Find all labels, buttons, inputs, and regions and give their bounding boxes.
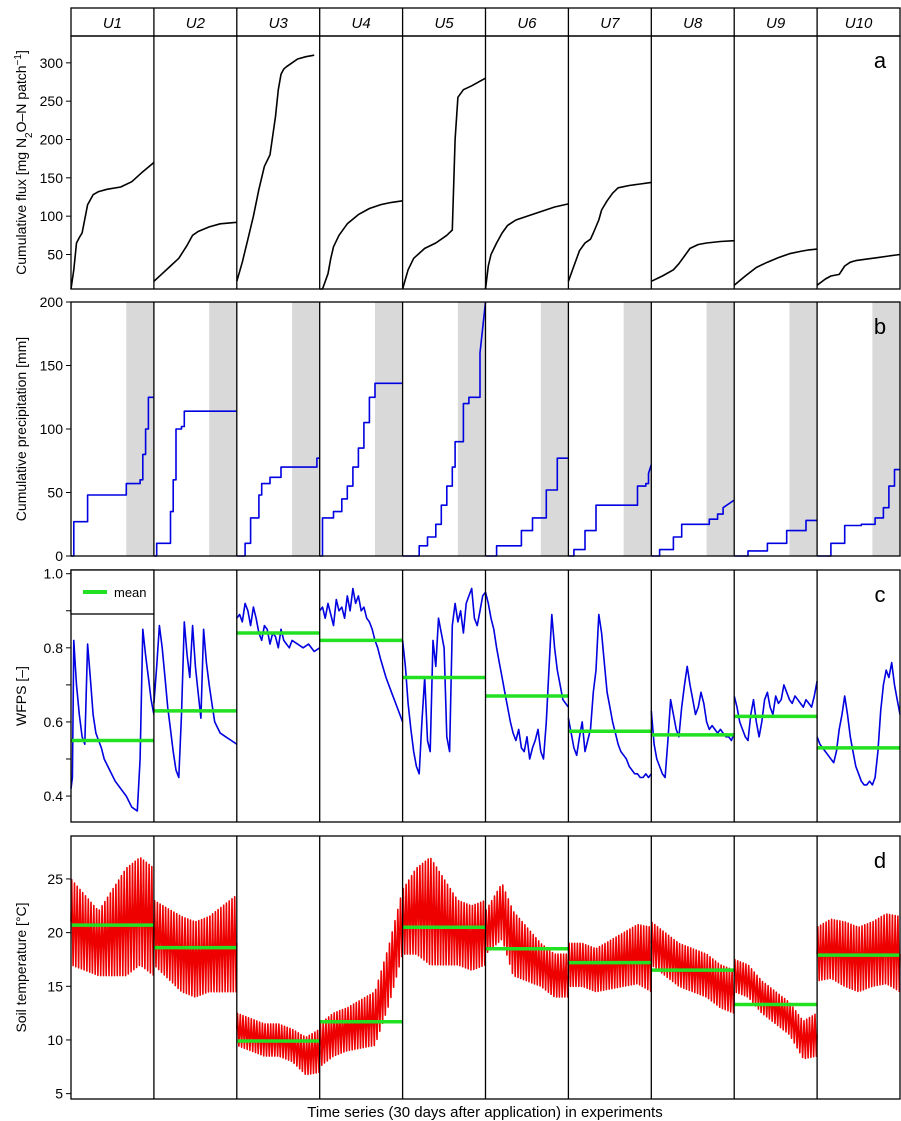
series-line-u7	[567, 923, 653, 993]
y-tick-label: 0.8	[44, 640, 64, 656]
series-line-u1	[70, 628, 155, 812]
series-line-u4	[319, 382, 403, 557]
legend-label: mean	[114, 585, 147, 600]
series-line-u2	[153, 410, 237, 557]
series-line-u10	[816, 253, 901, 286]
series-line-u2	[153, 221, 237, 282]
y-tick-label: 5	[55, 1086, 63, 1102]
series-line-u6	[485, 457, 569, 557]
shade-u4	[374, 302, 403, 556]
series-line-u3	[236, 602, 321, 653]
y-tick-label: 200	[40, 132, 64, 148]
y-tick-label: 150	[40, 170, 64, 186]
panel-d: 5 10 15 20 25 d Soil temperature [°C]	[13, 835, 901, 1102]
series-line-u10	[817, 468, 900, 557]
series-line-u10	[816, 661, 901, 786]
series-line-u8	[650, 239, 735, 283]
y-tick-label: 20	[47, 925, 63, 941]
shade-u10	[872, 302, 900, 556]
panel-letter: a	[874, 48, 887, 73]
series-line-u8	[650, 921, 735, 1014]
panel-letter: c	[875, 582, 886, 607]
shade-u8	[706, 302, 735, 556]
series-line-u8	[651, 499, 735, 557]
y-axis-label: WFPS [–]	[13, 666, 29, 726]
experiment-label-u6: U6	[517, 15, 537, 32]
experiment-label-u9: U9	[766, 15, 786, 32]
series-line-u4	[318, 897, 404, 1066]
series-line-u3	[236, 1012, 321, 1076]
series-line-u7	[568, 464, 653, 557]
shade-u6	[540, 302, 569, 556]
series-line-u9	[733, 958, 818, 1060]
experiment-label-u7: U7	[600, 15, 620, 32]
y-tick-label: 25	[47, 871, 63, 887]
panel-a: 50 100 150 200 250 300 a Cumulative flux [mg N2…	[13, 35, 901, 290]
experiment-label-u10: U10	[845, 15, 873, 32]
series-line-u3	[236, 457, 320, 557]
panel-letter: b	[874, 314, 886, 339]
experiment-label-u4: U4	[352, 15, 371, 32]
series-line-u8	[650, 665, 735, 779]
experiment-label-u5: U5	[434, 15, 454, 32]
shade-u9	[789, 302, 818, 556]
series-line-u10	[816, 913, 901, 993]
legend: mean	[70, 569, 155, 615]
y-axis-label: Soil temperature [°C]	[13, 902, 29, 1032]
series-line-u9	[733, 248, 818, 286]
y-tick-label: 0.6	[44, 714, 64, 730]
y-axis-label: Cumulative precipitation [mm]	[13, 337, 29, 521]
series-line-u9	[733, 681, 818, 742]
y-tick-label: 0.4	[44, 788, 64, 804]
shade-u7	[623, 302, 652, 556]
series-line-u3	[236, 54, 315, 282]
panel-c: 0.4 0.6 0.8 1.0 c WFPS [–] mean	[13, 566, 901, 823]
series-line-u6	[484, 884, 570, 998]
y-tick-label: 300	[40, 55, 64, 71]
series-line-u5	[401, 77, 486, 290]
panel-b: 0 50 100 150 200 b Cumulative precipitation [m…	[13, 294, 901, 564]
panel-letter: d	[874, 848, 886, 873]
y-tick-label: 50	[47, 485, 63, 501]
y-tick-label: 200	[40, 294, 64, 310]
series-line-u9	[734, 519, 818, 557]
y-tick-label: 0	[55, 548, 63, 564]
y-tick-label: 1.0	[44, 566, 64, 582]
shade-u3	[292, 302, 320, 556]
y-tick-label: 100	[40, 421, 64, 437]
x-axis-label: Time series (30 days after application) …	[307, 1104, 662, 1121]
experiment-label-u3: U3	[269, 15, 289, 32]
series-line-u6	[484, 203, 569, 290]
series-line-u4	[319, 587, 404, 723]
experiment-label-u1: U1	[103, 15, 122, 32]
series-line-u5	[402, 301, 487, 557]
y-tick-label: 250	[40, 93, 64, 109]
y-tick-label: 15	[47, 978, 63, 994]
shade-u2	[209, 302, 237, 556]
y-tick-label: 100	[40, 208, 64, 224]
experiment-label-u8: U8	[683, 15, 703, 32]
experiment-label-u2: U2	[186, 15, 206, 32]
series-line-u2	[153, 621, 238, 779]
series-line-u1	[70, 857, 155, 977]
y-axis-label: Cumulative flux [mg N2O–N patch−1]	[13, 50, 35, 275]
experiment-strip: U1 U2 U3 U4 U5 U6 U7 U8 U9 U10	[70, 7, 901, 37]
series-line-u5	[401, 857, 487, 971]
series-line-u7	[567, 181, 652, 282]
series-line-u5	[401, 587, 487, 775]
y-tick-label: 50	[47, 247, 63, 263]
shade-u1	[126, 302, 154, 556]
y-tick-label: 150	[40, 358, 64, 374]
series-line-u4	[319, 200, 403, 290]
series-line-u7	[567, 613, 652, 779]
series-line-u1	[70, 161, 155, 290]
series-line-u6	[484, 592, 570, 760]
series-line-u1	[71, 396, 154, 557]
y-tick-label: 10	[47, 1032, 63, 1048]
